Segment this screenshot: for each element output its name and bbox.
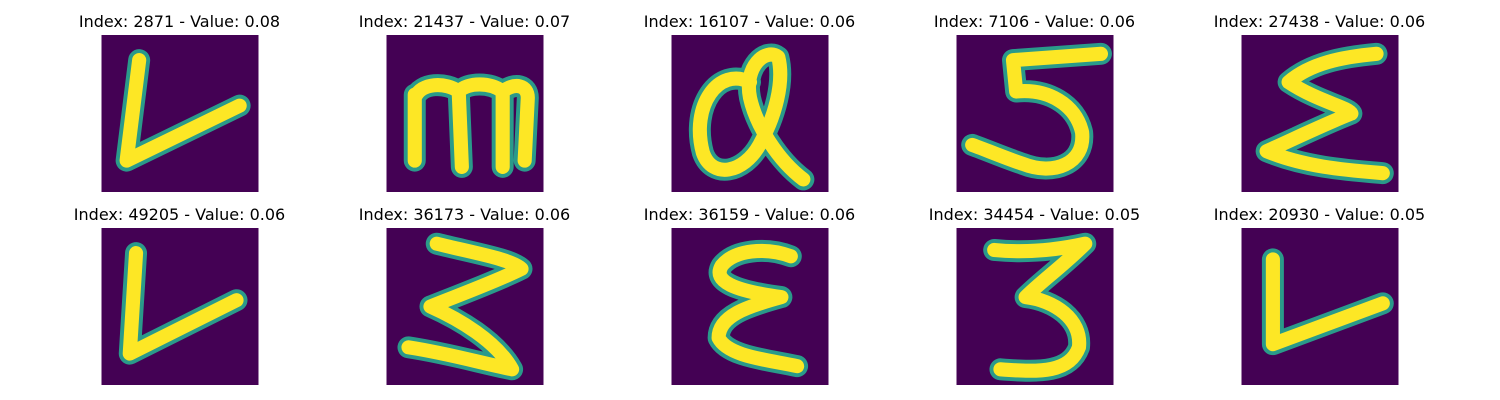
glyph-image [671,228,829,385]
glyph-image [386,228,544,385]
panel-6: Index: 49205 - Value: 0.06 [37,193,322,385]
panel-title: Index: 36159 - Value: 0.06 [643,205,856,224]
glyph-image [1241,228,1399,385]
panel-3: Index: 16107 - Value: 0.06 [607,0,892,192]
panel-title: Index: 16107 - Value: 0.06 [643,12,856,31]
panel-title: Index: 20930 - Value: 0.05 [1213,205,1426,224]
panel-title: Index: 49205 - Value: 0.06 [73,205,286,224]
panel-1: Index: 2871 - Value: 0.08 [37,0,322,192]
panel-title: Index: 7106 - Value: 0.06 [933,12,1136,31]
panel-10: Index: 20930 - Value: 0.05 [1177,193,1462,385]
glyph-image [101,228,259,385]
panel-5: Index: 27438 - Value: 0.06 [1177,0,1462,192]
glyph-image [1241,35,1399,192]
panel-title: Index: 2871 - Value: 0.08 [78,12,281,31]
panel-title: Index: 36173 - Value: 0.06 [358,205,571,224]
panel-4: Index: 7106 - Value: 0.06 [892,0,1177,192]
glyph-image [101,35,259,192]
panel-title: Index: 27438 - Value: 0.06 [1213,12,1426,31]
panel-8: Index: 36159 - Value: 0.06 [607,193,892,385]
panel-title: Index: 21437 - Value: 0.07 [358,12,571,31]
panel-9: Index: 34454 - Value: 0.05 [892,193,1177,385]
panel-title: Index: 34454 - Value: 0.05 [928,205,1141,224]
glyph-image [956,35,1114,192]
glyph-image [956,228,1114,385]
glyph-image [671,35,829,192]
glyph-image [386,35,544,192]
panel-2: Index: 21437 - Value: 0.07 [322,0,607,192]
panel-7: Index: 36173 - Value: 0.06 [322,193,607,385]
